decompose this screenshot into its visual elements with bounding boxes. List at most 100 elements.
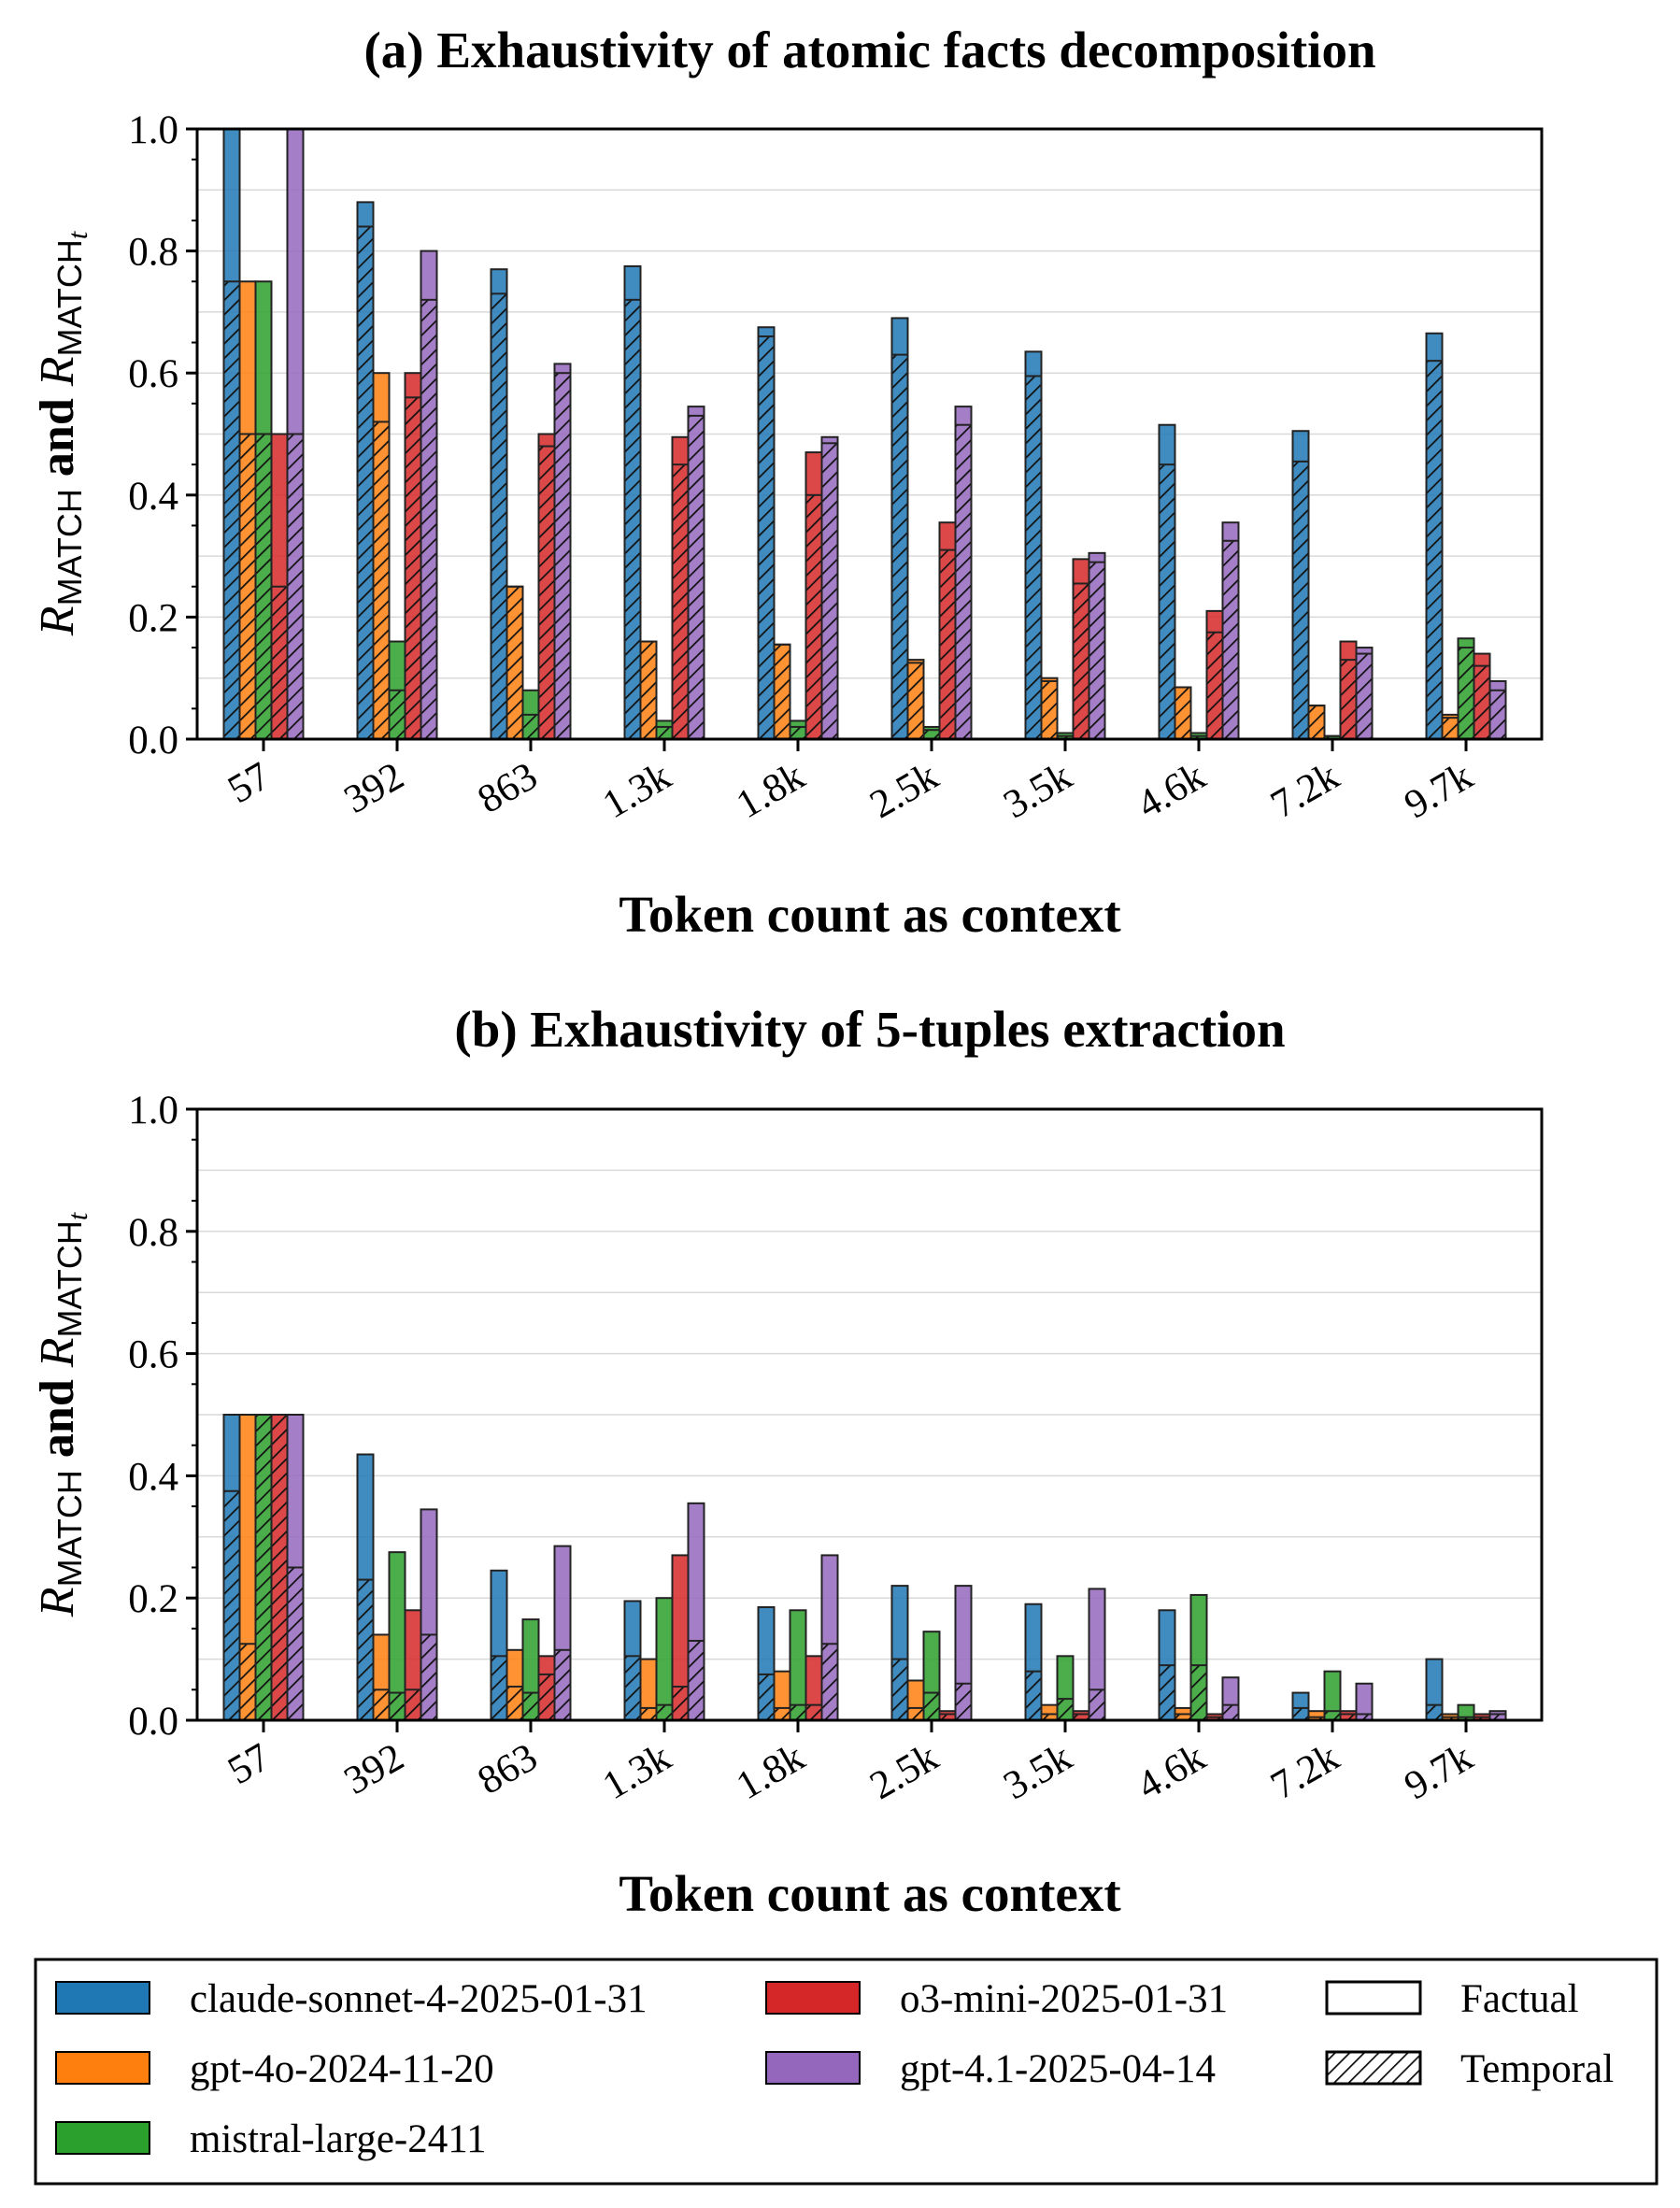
x-tick-label: 1.8k bbox=[729, 1735, 812, 1809]
bars bbox=[222, 1414, 1507, 1722]
y-label-sub1: MATCH bbox=[50, 1470, 89, 1587]
x-tick-label: 9.7k bbox=[1397, 1735, 1480, 1809]
x-axis-ticks: 57 392 863 1.3k 1.8k 2.5k 3.5k 4.6k 7.2k 9.7k bbox=[221, 739, 1480, 827]
bar-temporal bbox=[1158, 1664, 1176, 1722]
bar-temporal bbox=[639, 640, 658, 741]
bar-temporal bbox=[789, 1703, 807, 1722]
y-label-subsub: t bbox=[63, 1212, 93, 1220]
y-label-and: and bbox=[31, 386, 84, 489]
bar-temporal bbox=[505, 585, 524, 740]
bar-temporal bbox=[372, 420, 391, 740]
bar-temporal bbox=[1056, 1698, 1075, 1721]
x-tick-label: 1.3k bbox=[595, 754, 678, 828]
bar-temporal bbox=[1425, 360, 1444, 740]
x-tick-label: 1.8k bbox=[729, 754, 812, 828]
bar-temporal bbox=[804, 493, 823, 740]
y-tick-label: 0.4 bbox=[128, 475, 178, 519]
bar-temporal bbox=[1473, 664, 1491, 741]
legend-swatch-gpt-4o bbox=[55, 2051, 150, 2085]
bar-temporal bbox=[757, 335, 776, 740]
bar-temporal bbox=[521, 1691, 540, 1721]
y-label-r1: R bbox=[31, 1587, 84, 1617]
x-tick-label: 7.2k bbox=[1263, 1735, 1346, 1809]
bar-temporal bbox=[757, 1673, 776, 1721]
bar-temporal bbox=[1088, 1688, 1106, 1722]
bar-temporal bbox=[655, 1703, 674, 1722]
bar-temporal bbox=[388, 689, 406, 741]
y-tick-label: 1.0 bbox=[128, 108, 178, 152]
y-tick-label: 1.0 bbox=[128, 1089, 178, 1132]
chart-title: (b) Exhaustivity of 5-tuples extraction bbox=[454, 1001, 1285, 1058]
bar-temporal bbox=[1024, 375, 1043, 740]
legend-swatch-factual bbox=[1325, 1980, 1422, 2016]
bar-temporal bbox=[623, 298, 642, 740]
y-label-sub2: MATCH bbox=[50, 239, 89, 356]
x-tick-label: 57 bbox=[221, 754, 278, 812]
legend-swatch-mistral bbox=[55, 2121, 150, 2155]
y-tick-label: 0.8 bbox=[128, 1211, 178, 1255]
y-axis-ticks: 0.0 0.2 0.4 0.6 0.8 1.0 bbox=[128, 108, 197, 762]
bar-temporal bbox=[1441, 717, 1459, 741]
bar-temporal bbox=[490, 292, 508, 740]
grid-lines bbox=[197, 189, 1542, 679]
bar-temporal bbox=[1088, 561, 1106, 740]
bar-temporal bbox=[954, 423, 973, 740]
legend-label-gpt-4o: gpt-4o-2024-11-20 bbox=[190, 2047, 494, 2091]
bar-temporal bbox=[1221, 1703, 1240, 1722]
bar-temporal bbox=[1205, 631, 1224, 740]
y-label-sub2: MATCH bbox=[50, 1220, 89, 1337]
y-tick-label: 0.2 bbox=[128, 1577, 178, 1621]
bar-temporal bbox=[505, 1686, 524, 1722]
bar-temporal bbox=[687, 414, 705, 740]
bar-temporal bbox=[286, 433, 305, 740]
y-tick-label: 0.2 bbox=[128, 596, 178, 640]
bar-temporal bbox=[820, 442, 839, 740]
y-label-and: and bbox=[31, 1367, 84, 1470]
bar-temporal bbox=[671, 463, 690, 740]
x-tick-label: 3.5k bbox=[996, 754, 1079, 828]
bar-temporal bbox=[1488, 689, 1507, 741]
y-tick-label: 0.8 bbox=[128, 231, 178, 275]
legend: claude-sonnet-4-2025-01-31 gpt-4o-2024-1… bbox=[34, 1958, 1659, 2186]
bar-temporal bbox=[1072, 582, 1090, 740]
x-tick-label: 2.5k bbox=[862, 1735, 946, 1809]
bar-temporal bbox=[1189, 1664, 1208, 1722]
bar-temporal bbox=[655, 725, 674, 741]
legend-swatch-gpt-4.1 bbox=[765, 2051, 861, 2085]
bar-temporal bbox=[954, 1682, 973, 1722]
x-axis-ticks: 57 392 863 1.3k 1.8k 2.5k 3.5k 4.6k 7.2k 9.7k bbox=[221, 1720, 1480, 1808]
x-tick-label: 9.7k bbox=[1397, 754, 1480, 828]
y-label-r1: R bbox=[31, 605, 84, 636]
bar-temporal bbox=[553, 372, 572, 740]
bar-temporal bbox=[906, 662, 925, 740]
bar-temporal bbox=[890, 1658, 909, 1721]
legend-label-mistral: mistral-large-2411 bbox=[190, 2117, 487, 2161]
bar-temporal bbox=[356, 1578, 375, 1721]
bar-temporal bbox=[1024, 1670, 1043, 1722]
bar-temporal bbox=[537, 445, 556, 740]
bar-factual bbox=[655, 1597, 674, 1721]
x-tick-label: 4.6k bbox=[1130, 1735, 1213, 1809]
bar-temporal bbox=[553, 1648, 572, 1722]
y-axis-label: RMATCH and RMATCHt bbox=[31, 1212, 93, 1617]
legend-label-claude: claude-sonnet-4-2025-01-31 bbox=[190, 1977, 648, 2021]
bar-temporal bbox=[238, 1643, 257, 1721]
bar-temporal bbox=[521, 713, 540, 741]
bar-temporal bbox=[1307, 705, 1326, 741]
bar-factual bbox=[789, 1609, 807, 1722]
legend-label-o3-mini: o3-mini-2025-01-31 bbox=[900, 1977, 1228, 2021]
bar-temporal bbox=[420, 298, 438, 740]
bar-temporal bbox=[254, 433, 273, 740]
bar-temporal bbox=[1040, 679, 1059, 741]
y-tick-label: 0.6 bbox=[128, 352, 178, 396]
x-tick-label: 7.2k bbox=[1263, 754, 1346, 828]
bar-temporal bbox=[1291, 1706, 1310, 1722]
y-tick-label: 0.0 bbox=[128, 719, 178, 762]
bar-temporal bbox=[938, 548, 957, 740]
legend-swatch-o3-mini bbox=[765, 1981, 861, 2015]
bar-temporal bbox=[671, 1686, 690, 1722]
bar-temporal bbox=[404, 396, 422, 740]
x-tick-label: 57 bbox=[221, 1735, 278, 1793]
y-axis-label: RMATCH and RMATCHt bbox=[31, 231, 93, 636]
bar-temporal bbox=[789, 725, 807, 741]
